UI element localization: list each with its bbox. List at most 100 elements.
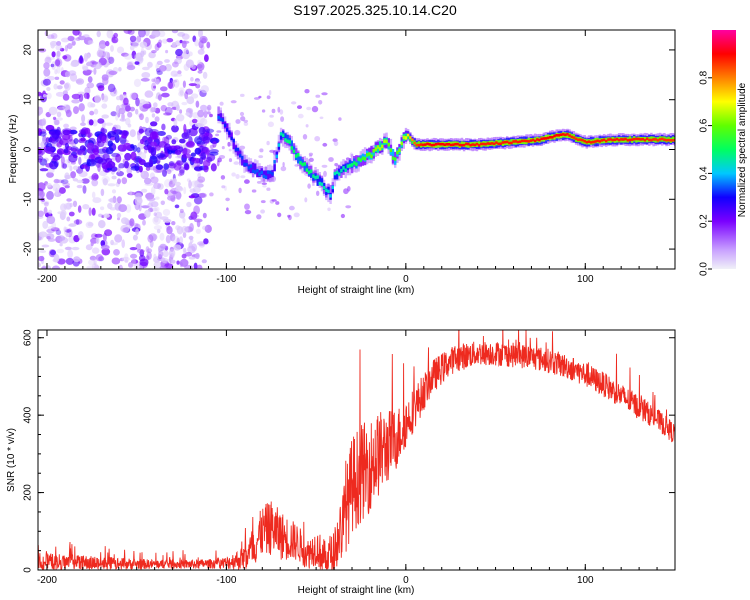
- noise-blob: [97, 85, 105, 92]
- noise-blob: [150, 176, 159, 184]
- noise-blob: [188, 180, 192, 189]
- noise-blob: [91, 247, 100, 254]
- ridge-cell: [656, 139, 660, 142]
- noise-blob: [48, 209, 53, 215]
- noise-blob: [107, 183, 116, 187]
- noise-blob: [175, 48, 183, 57]
- ridge-cell: [260, 170, 263, 175]
- noise-blob: [244, 210, 252, 215]
- noise-blob: [289, 205, 295, 211]
- noise-blob: [71, 99, 80, 104]
- noise-blob: [42, 265, 47, 269]
- noise-blob: [259, 148, 264, 153]
- noise-blob: [52, 265, 60, 269]
- noise-blob: [271, 199, 277, 202]
- ridge-cell: [374, 147, 377, 151]
- snr-y-label: SNR (10 * v/v): [6, 428, 17, 492]
- noise-blob: [280, 116, 285, 122]
- ridge-cell: [417, 143, 421, 147]
- noise-blob: [92, 148, 100, 155]
- noise-blob: [52, 182, 61, 192]
- noise-blob: [143, 162, 154, 168]
- noise-blob: [69, 202, 73, 208]
- ridge-cell: [478, 141, 481, 147]
- ridge-cell: [340, 168, 343, 173]
- ridge-cell: [495, 141, 498, 144]
- ridge-cell: [316, 175, 319, 179]
- ridge-cell: [290, 140, 293, 148]
- ridge-cell: [223, 123, 227, 127]
- noise-blob: [88, 207, 92, 217]
- noise-blob: [130, 143, 135, 149]
- noise-blob: [189, 222, 194, 232]
- ridge-cell: [521, 139, 524, 143]
- noise-blob: [55, 59, 61, 67]
- ridge-cell: [669, 139, 672, 142]
- noise-blob: [308, 152, 313, 156]
- noise-blob: [194, 122, 202, 127]
- noise-blob: [59, 140, 64, 145]
- noise-blob: [149, 200, 154, 205]
- ridge-cell: [370, 154, 373, 159]
- noise-blob: [175, 191, 182, 200]
- noise-blob: [168, 153, 172, 159]
- colorbar-tick-label: 0.6: [699, 118, 710, 132]
- noise-blob: [130, 165, 141, 171]
- ridge-cell: [422, 143, 425, 147]
- noise-blob: [194, 218, 203, 223]
- ridge-cell: [566, 133, 569, 136]
- noise-blob: [107, 202, 113, 209]
- noise-blob: [86, 265, 96, 269]
- noise-blob: [56, 117, 63, 121]
- noise-blob: [165, 134, 172, 140]
- noise-blob: [175, 104, 180, 111]
- noise-blob: [85, 53, 91, 59]
- ridge-cell: [643, 138, 647, 142]
- noise-blob: [124, 160, 129, 169]
- noise-blob: [159, 265, 167, 269]
- ridge-cell: [402, 135, 405, 140]
- ridge-cell: [671, 139, 675, 142]
- noise-blob: [38, 124, 44, 130]
- noise-blob: [160, 200, 165, 206]
- ridge-cell: [338, 168, 341, 176]
- noise-blob: [157, 131, 166, 136]
- noise-blob: [146, 197, 156, 202]
- noise-blob: [140, 77, 150, 82]
- noise-blob: [167, 102, 174, 107]
- noise-blob: [129, 106, 135, 112]
- ridge-cell: [232, 142, 235, 150]
- noise-blob: [167, 145, 178, 151]
- noise-blob: [72, 200, 78, 207]
- noise-blob: [76, 184, 83, 189]
- noise-blob: [38, 182, 46, 191]
- noise-blob: [135, 108, 139, 115]
- noise-blob: [55, 187, 59, 197]
- colorbar-tick-label: 0.4: [699, 166, 710, 180]
- noise-blob: [68, 153, 78, 163]
- ridge-cell: [536, 138, 539, 141]
- ridge-cell: [370, 145, 373, 157]
- noise-blob: [220, 175, 226, 180]
- noise-blob: [54, 58, 63, 67]
- noise-blob: [203, 165, 209, 173]
- noise-blob: [228, 158, 233, 163]
- noise-blob: [119, 118, 127, 122]
- snr-line: [38, 330, 675, 570]
- ridge-cell: [275, 154, 278, 159]
- noise-blob: [114, 234, 123, 243]
- noise-blob: [149, 131, 159, 140]
- noise-blob: [297, 113, 304, 119]
- noise-blob: [271, 108, 276, 114]
- noise-blob: [54, 69, 58, 75]
- noise-blob: [306, 106, 312, 111]
- ridge-cell: [286, 135, 289, 142]
- noise-blob: [126, 64, 136, 71]
- noise-blob: [78, 156, 82, 165]
- ridge-cell: [658, 138, 662, 141]
- noise-blob: [93, 174, 99, 180]
- noise-blob: [150, 121, 158, 127]
- ridge-cell: [443, 143, 446, 146]
- ridge-cell: [251, 169, 255, 173]
